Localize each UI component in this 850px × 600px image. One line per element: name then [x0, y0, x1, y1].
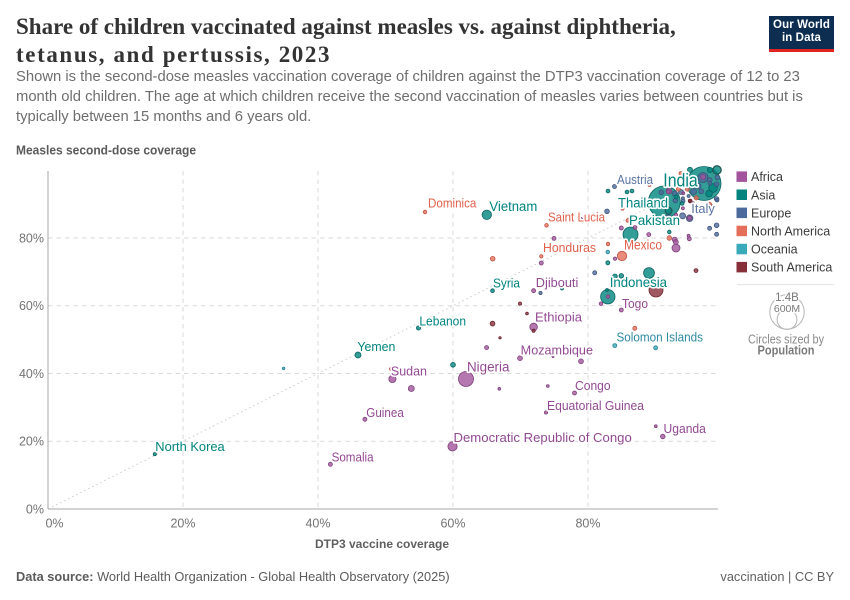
svg-text:Asia: Asia — [751, 188, 775, 202]
svg-text:60%: 60% — [440, 517, 465, 531]
svg-text:Guinea: Guinea — [366, 406, 404, 420]
svg-text:Mozambique: Mozambique — [521, 344, 593, 358]
svg-text:Solomon Islands: Solomon Islands — [617, 331, 704, 345]
svg-text:40%: 40% — [19, 367, 44, 381]
svg-text:0%: 0% — [45, 517, 63, 531]
svg-text:Pakistan: Pakistan — [629, 212, 680, 228]
svg-text:600M: 600M — [774, 303, 800, 315]
svg-text:Equatorial Guinea: Equatorial Guinea — [547, 399, 644, 413]
svg-text:20%: 20% — [19, 435, 44, 449]
svg-text:80%: 80% — [575, 517, 600, 531]
svg-text:Lebanon: Lebanon — [419, 315, 466, 329]
svg-text:Indonesia: Indonesia — [610, 274, 668, 290]
svg-text:Circles sized by: Circles sized by — [748, 333, 825, 347]
svg-text:Sudan: Sudan — [391, 365, 427, 379]
svg-text:Democratic Republic of Congo: Democratic Republic of Congo — [454, 431, 632, 445]
svg-text:40%: 40% — [305, 517, 330, 531]
svg-text:Nigeria: Nigeria — [467, 360, 510, 375]
svg-text:Measles second-dose coverage: Measles second-dose coverage — [16, 144, 196, 158]
svg-text:Honduras: Honduras — [543, 241, 596, 255]
svg-text:Syria: Syria — [493, 277, 520, 291]
svg-text:Italy: Italy — [691, 202, 715, 216]
svg-text:Dominica: Dominica — [428, 197, 476, 211]
svg-text:Thailand: Thailand — [618, 196, 668, 211]
svg-text:0%: 0% — [26, 502, 44, 516]
svg-text:Congo: Congo — [575, 379, 611, 393]
svg-text:Oceania: Oceania — [751, 243, 798, 257]
svg-text:Somalia: Somalia — [332, 451, 374, 465]
svg-text:Djibouti: Djibouti — [536, 276, 579, 290]
svg-text:Ethiopia: Ethiopia — [535, 311, 582, 325]
svg-text:India: India — [663, 171, 698, 191]
svg-text:Population: Population — [758, 343, 815, 358]
svg-text:Europe: Europe — [751, 206, 791, 220]
svg-text:80%: 80% — [19, 231, 44, 245]
svg-text:North Korea: North Korea — [155, 440, 224, 454]
svg-text:60%: 60% — [19, 299, 44, 313]
svg-text:Togo: Togo — [622, 297, 648, 311]
svg-text:Africa: Africa — [751, 170, 783, 184]
svg-text:Saint Lucia: Saint Lucia — [548, 211, 605, 225]
svg-text:Yemen: Yemen — [357, 340, 395, 354]
svg-text:North America: North America — [751, 225, 830, 239]
svg-text:South America: South America — [751, 261, 832, 275]
svg-text:1.4B: 1.4B — [775, 292, 799, 304]
svg-text:Vietnam: Vietnam — [489, 199, 537, 214]
svg-text:Austria: Austria — [617, 173, 653, 187]
svg-text:DTP3 vaccine coverage: DTP3 vaccine coverage — [315, 537, 449, 551]
svg-text:Uganda: Uganda — [664, 422, 706, 436]
svg-text:20%: 20% — [170, 517, 195, 531]
svg-text:Mexico: Mexico — [624, 238, 662, 253]
